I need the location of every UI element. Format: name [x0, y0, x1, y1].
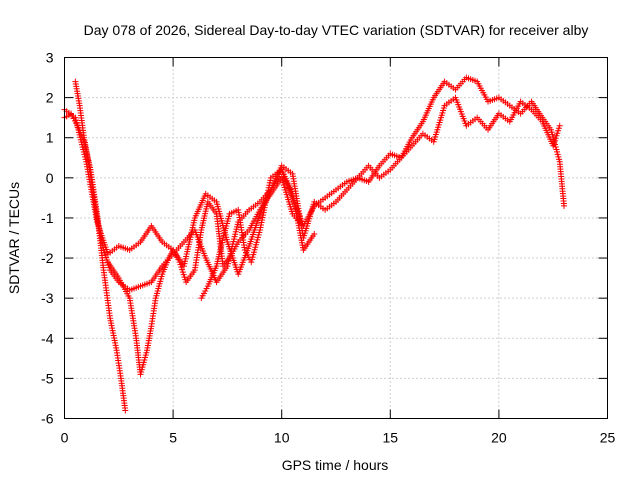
data-point: [103, 254, 110, 261]
y-tick-label: -3: [41, 290, 54, 306]
data-point: [555, 125, 562, 132]
y-tick-label: 0: [46, 170, 54, 186]
x-tick-label: 5: [169, 430, 177, 446]
data-point: [561, 202, 568, 209]
data-point: [311, 230, 318, 237]
x-tick-label: 0: [61, 430, 69, 446]
data-point: [551, 140, 558, 147]
series-track-4: [104, 174, 307, 378]
y-axis-label: SDTVAR / TECUs: [6, 182, 22, 294]
data-point: [179, 269, 186, 276]
y-tick-label: -6: [41, 411, 54, 427]
data-point: [550, 142, 557, 149]
data-point: [554, 130, 561, 137]
data-point: [181, 274, 188, 281]
data-point: [552, 135, 559, 142]
data-point: [101, 249, 108, 256]
data-point: [178, 264, 185, 271]
series-track-5: [198, 166, 318, 302]
y-tick-label: 3: [46, 50, 54, 66]
series-track-3: [61, 94, 563, 278]
data-point: [556, 122, 563, 129]
x-axis-label: GPS time / hours: [282, 457, 389, 473]
series-track-1: [61, 110, 129, 414]
x-tick-label: 20: [491, 430, 507, 446]
data-point: [553, 132, 560, 139]
data-point: [180, 271, 187, 278]
data-point: [177, 261, 184, 268]
data-point: [122, 407, 129, 414]
x-tick-label: 15: [383, 430, 399, 446]
chart-title: Day 078 of 2026, Sidereal Day-to-day VTE…: [84, 22, 589, 38]
x-tick-label: 25: [600, 430, 616, 446]
series-track-2: [72, 74, 568, 294]
y-tick-label: -1: [41, 210, 54, 226]
data-point: [176, 259, 183, 266]
data-point: [179, 266, 186, 273]
data-point: [551, 137, 558, 144]
grid: [64, 57, 608, 419]
plot-frame: [64, 57, 608, 419]
data-points: [61, 74, 568, 414]
tick-labels: 0 5 10 15 20 25 -6 -5 -4 -3 -2 -1 0 1 2 3: [41, 50, 615, 446]
y-tick-label: -2: [41, 250, 54, 266]
y-tick-label: -5: [41, 370, 54, 386]
data-point: [102, 252, 109, 259]
y-tick-label: 2: [46, 90, 54, 106]
data-point: [555, 127, 562, 134]
x-tick-label: 10: [274, 430, 290, 446]
y-tick-label: 1: [46, 130, 54, 146]
y-tick-label: -4: [41, 330, 54, 346]
